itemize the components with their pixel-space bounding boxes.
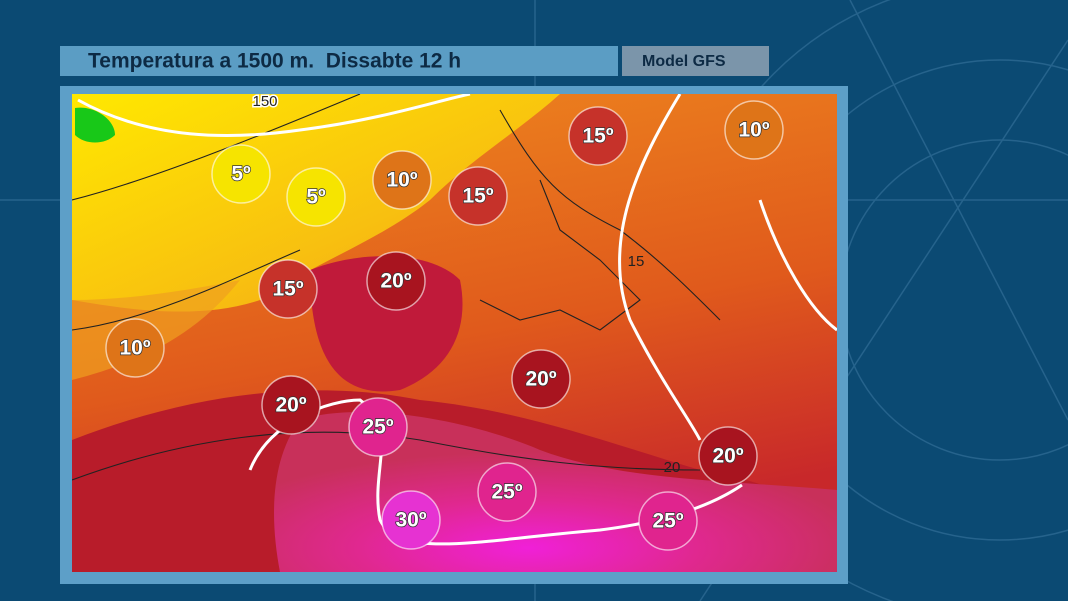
temp-bubble: 5º [286,167,346,227]
bubble-circle [105,318,165,378]
contour-label: 20 [664,459,681,476]
bubble-circle [372,150,432,210]
temp-label: 25º [652,510,683,533]
temp-bubble: 25º [638,491,698,551]
temp-label: 10º [738,119,769,142]
temp-label: 20º [380,270,411,293]
temp-label: 10º [386,169,417,192]
temp-label: 25º [491,481,522,504]
temp-bubble: 15º [568,106,628,166]
temp-label: 10º [119,337,150,360]
bubble-circle [366,251,426,311]
map: 150 15 20 [72,93,837,572]
temp-label: 25º [362,416,393,439]
bubble-circle [211,144,271,204]
temp-label: 20º [275,394,306,417]
contour-label: 150 [252,93,277,110]
temp-label: 20º [712,445,743,468]
temp-bubble: 10º [105,318,165,378]
bubble-circle [511,349,571,409]
temp-bubble: 20º [366,251,426,311]
temp-bubble: 5º [211,144,271,204]
temp-bubble: 25º [477,462,537,522]
bubble-circle [348,397,408,457]
temp-label: 15º [462,185,493,208]
temp-bubble: 20º [511,349,571,409]
temp-label: 15º [582,125,613,148]
temp-bubble: 25º [348,397,408,457]
temp-label: 30º [395,509,426,532]
model-box [622,46,769,76]
bubble-circle [258,259,318,319]
bubble-circle [724,100,784,160]
temp-label: 20º [525,368,556,391]
bubble-circle [381,490,441,550]
temp-bubble: 15º [258,259,318,319]
bubble-circle [286,167,346,227]
bubble-circle [698,426,758,486]
temp-bubble: 10º [372,150,432,210]
temp-label: 15º [272,278,303,301]
temp-label: 5º [231,163,251,186]
temp-bubble: 10º [724,100,784,160]
temp-bubble: 15º [448,166,508,226]
bubble-circle [448,166,508,226]
model-label: Model GFS [642,53,726,70]
bubble-circle [477,462,537,522]
title: Temperatura a 1500 m. Dissabte 12 h [88,50,461,73]
title-bar [60,46,618,76]
bubble-circle [568,106,628,166]
bubble-circle [638,491,698,551]
temperature-labels: 5º 5º 10º 15º 15º 10º 15º 20º 10º 20º 20º 25º 20º 25º… [105,100,784,551]
temp-bubble: 20º [698,426,758,486]
temp-bubble: 30º [381,490,441,550]
temp-label: 5º [306,186,326,209]
contour-label: 15 [628,253,645,270]
bubble-circle [261,375,321,435]
temp-bubble: 20º [261,375,321,435]
